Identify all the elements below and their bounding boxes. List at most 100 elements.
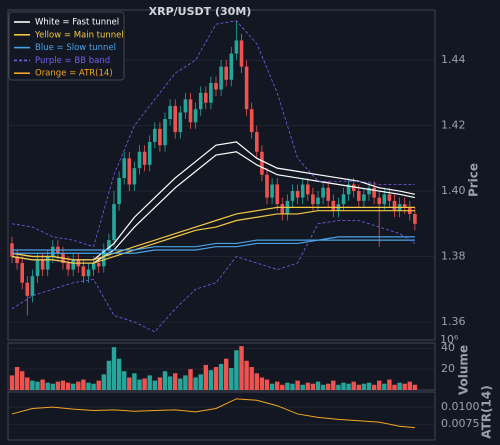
volume-bar bbox=[290, 383, 295, 390]
candle-body bbox=[132, 168, 137, 185]
volume-bar bbox=[86, 382, 91, 390]
candle-body bbox=[270, 184, 274, 198]
atr-label: ATR(14) bbox=[480, 385, 494, 438]
candle-body bbox=[66, 263, 70, 270]
candle-body bbox=[86, 269, 91, 277]
volume-bar bbox=[25, 377, 30, 390]
volume-bar bbox=[122, 371, 127, 390]
volume-bar bbox=[40, 379, 45, 390]
volume-bar bbox=[91, 383, 96, 390]
candle-body bbox=[107, 240, 111, 250]
volume-bar bbox=[295, 380, 300, 390]
volume-bar bbox=[152, 380, 157, 390]
candle-body bbox=[96, 263, 101, 267]
candle-body bbox=[377, 197, 381, 205]
volume-bar bbox=[71, 383, 76, 390]
candle-body bbox=[244, 66, 249, 110]
candle-body bbox=[321, 187, 325, 198]
volume-bar bbox=[203, 364, 208, 390]
candle-body bbox=[255, 132, 259, 152]
candle-body bbox=[306, 184, 310, 195]
candle-body bbox=[35, 259, 40, 277]
y-tick-label: 0.0075 bbox=[441, 417, 480, 430]
volume-bar bbox=[300, 384, 305, 390]
candle-body bbox=[168, 105, 172, 120]
y-tick-label: 1.38 bbox=[441, 250, 466, 263]
volume-bar bbox=[412, 384, 418, 390]
y-tick-label: 40 bbox=[441, 341, 455, 354]
candle-body bbox=[280, 204, 285, 214]
candle-body bbox=[204, 92, 208, 103]
volume-bar bbox=[224, 358, 229, 390]
volume-bar bbox=[76, 381, 81, 390]
volume-bar bbox=[167, 376, 173, 390]
candle-body bbox=[40, 259, 45, 270]
volume-bar bbox=[402, 383, 407, 390]
candle-body bbox=[265, 174, 269, 198]
volume-bar bbox=[55, 381, 61, 390]
candle-body bbox=[153, 128, 157, 142]
chart-title: XRP/USDT (30M) bbox=[149, 5, 252, 18]
volume-bar bbox=[183, 375, 188, 390]
volume-bar bbox=[157, 377, 163, 390]
volume-bar bbox=[341, 382, 346, 390]
candle-body bbox=[372, 187, 376, 198]
candle-body bbox=[147, 141, 152, 165]
candle-body bbox=[275, 184, 279, 205]
volume-bar bbox=[336, 384, 341, 390]
candle-body bbox=[183, 99, 188, 113]
volume-bar bbox=[45, 382, 50, 390]
atr-panel bbox=[7, 391, 436, 441]
candle-body bbox=[20, 263, 24, 283]
candle-body bbox=[367, 187, 371, 195]
volume-bar bbox=[234, 350, 239, 390]
volume-bar bbox=[142, 378, 147, 390]
volume-bar bbox=[331, 380, 336, 390]
volume-bar bbox=[361, 383, 367, 390]
volume-bar bbox=[249, 367, 254, 390]
candle-body bbox=[229, 53, 234, 80]
volume-bar bbox=[127, 377, 132, 390]
candle-body bbox=[402, 204, 407, 208]
atr-line bbox=[11, 398, 415, 429]
volume-bar bbox=[356, 384, 361, 390]
volume-bar bbox=[132, 373, 137, 390]
volume-bar bbox=[81, 379, 86, 390]
y-tick-label: 1.40 bbox=[441, 184, 466, 197]
tunnel-upper bbox=[11, 20, 415, 248]
candle-body bbox=[295, 191, 300, 198]
candle-body bbox=[326, 187, 330, 201]
candle-body bbox=[392, 200, 397, 211]
volume-bar bbox=[188, 369, 193, 390]
legend-label: Purple = BB band bbox=[35, 56, 110, 66]
legend-label: White = Fast tunnel bbox=[35, 18, 119, 28]
volume-bar bbox=[193, 377, 198, 390]
candle-body bbox=[91, 263, 96, 270]
volume-bar bbox=[387, 379, 392, 390]
candle-body bbox=[249, 109, 254, 133]
volume-bar bbox=[244, 360, 249, 390]
volume-bar bbox=[137, 379, 142, 390]
y-tick-label: 1.36 bbox=[441, 315, 466, 328]
legend bbox=[8, 11, 125, 81]
volume-bar bbox=[162, 371, 168, 390]
candle-body bbox=[387, 194, 392, 201]
candle-body bbox=[173, 105, 177, 133]
candle-body bbox=[122, 158, 126, 178]
volume-bar bbox=[280, 384, 285, 390]
candle-body bbox=[316, 197, 320, 205]
candle-body bbox=[260, 151, 264, 175]
legend-label: Blue = Slow tunnel bbox=[35, 43, 116, 53]
volume-bar bbox=[377, 380, 382, 390]
candle-body bbox=[142, 151, 147, 165]
volume-bar bbox=[366, 382, 372, 390]
legend-label: Yellow = Main tunnel bbox=[34, 30, 124, 40]
volume-bar bbox=[351, 381, 356, 390]
candle-body bbox=[117, 177, 121, 205]
candle-body bbox=[127, 158, 132, 185]
candle-body bbox=[290, 191, 295, 201]
volume-bar bbox=[116, 358, 122, 390]
candle-body bbox=[341, 194, 346, 205]
candle-body bbox=[102, 249, 106, 267]
